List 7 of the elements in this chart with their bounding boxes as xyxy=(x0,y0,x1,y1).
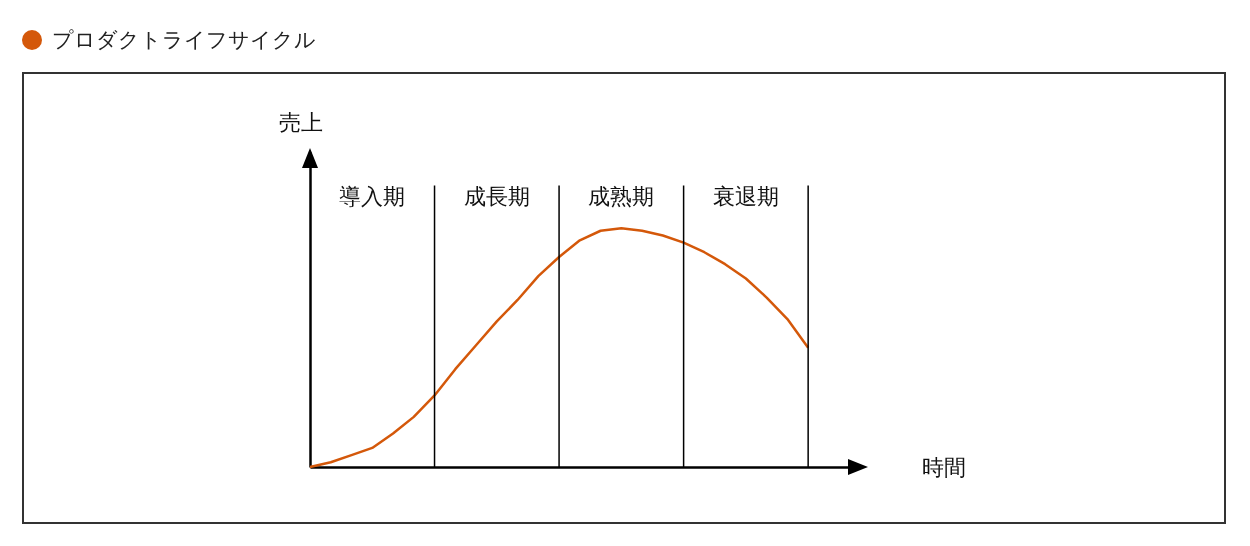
text: 衰退期 xyxy=(712,184,779,210)
y-axis-title: 売上 xyxy=(278,109,323,135)
chart-title: プロダクトライフサイクル xyxy=(52,27,316,54)
x-axis-title: 時間 xyxy=(921,454,966,480)
text: 成長期 xyxy=(463,184,530,210)
text: 導入期 xyxy=(339,184,406,210)
text: 成熟期 xyxy=(588,184,655,210)
